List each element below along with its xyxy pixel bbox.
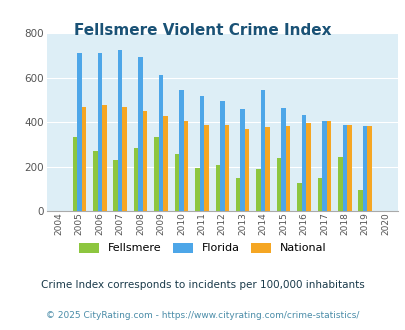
Text: Crime Index corresponds to incidents per 100,000 inhabitants: Crime Index corresponds to incidents per… xyxy=(41,280,364,290)
Bar xyxy=(337,157,342,211)
Bar xyxy=(265,127,269,211)
Bar xyxy=(163,115,167,211)
Bar xyxy=(93,151,97,211)
Bar xyxy=(296,183,301,211)
Bar xyxy=(97,52,102,211)
Bar xyxy=(358,190,362,211)
Legend: Fellsmere, Florida, National: Fellsmere, Florida, National xyxy=(75,238,330,258)
Text: © 2025 CityRating.com - https://www.cityrating.com/crime-statistics/: © 2025 CityRating.com - https://www.city… xyxy=(46,311,359,320)
Bar xyxy=(305,122,310,211)
Bar xyxy=(158,75,163,211)
Bar xyxy=(346,125,351,211)
Bar xyxy=(102,105,106,211)
Bar xyxy=(240,109,244,211)
Bar xyxy=(285,126,290,211)
Bar xyxy=(195,168,199,211)
Bar xyxy=(342,125,346,211)
Bar xyxy=(134,148,138,211)
Bar xyxy=(122,107,127,211)
Bar xyxy=(281,108,285,211)
Bar xyxy=(276,158,281,211)
Bar xyxy=(113,160,118,211)
Bar xyxy=(256,169,260,211)
Bar xyxy=(317,178,321,211)
Bar xyxy=(260,90,265,211)
Bar xyxy=(204,124,208,211)
Bar xyxy=(174,154,179,211)
Bar xyxy=(154,137,158,211)
Bar xyxy=(72,137,77,211)
Bar xyxy=(235,178,240,211)
Bar xyxy=(244,129,249,211)
Bar xyxy=(77,52,81,211)
Bar xyxy=(199,96,204,211)
Bar xyxy=(179,90,183,211)
Bar xyxy=(138,57,143,211)
Bar xyxy=(326,121,330,211)
Text: Fellsmere Violent Crime Index: Fellsmere Violent Crime Index xyxy=(74,23,331,38)
Bar xyxy=(224,125,228,211)
Bar xyxy=(183,121,188,211)
Bar xyxy=(81,107,86,211)
Bar xyxy=(215,165,220,211)
Bar xyxy=(321,121,326,211)
Bar xyxy=(362,126,367,211)
Bar xyxy=(301,115,305,211)
Bar xyxy=(220,101,224,211)
Bar xyxy=(118,50,122,211)
Bar xyxy=(367,126,371,211)
Bar xyxy=(143,111,147,211)
